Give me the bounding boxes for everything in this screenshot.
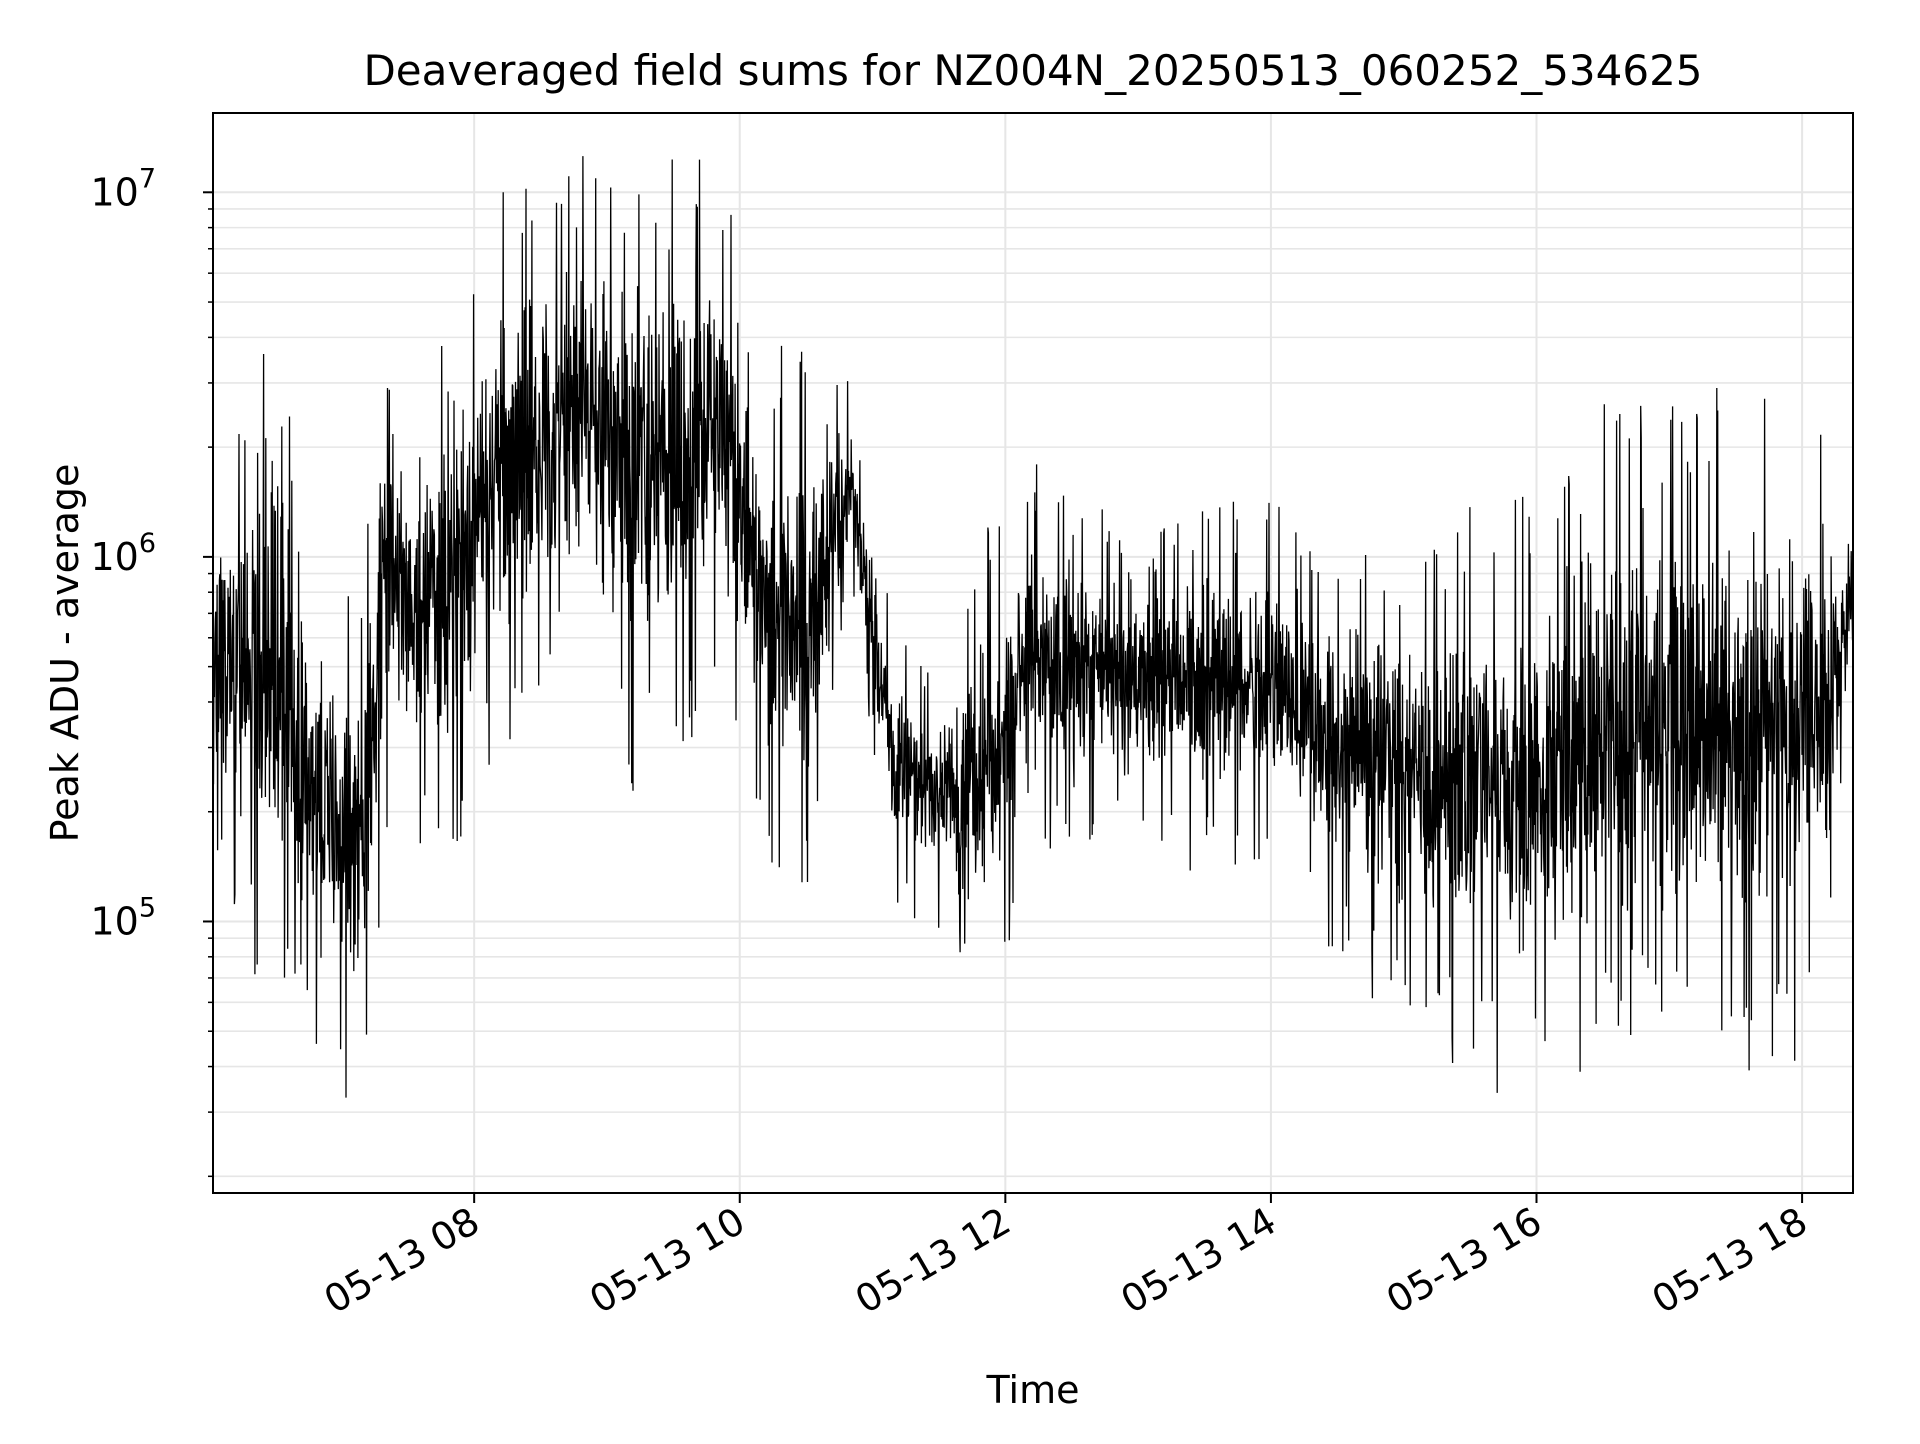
y-tick-exponent: 5 <box>139 892 156 923</box>
y-tick-label: 106 <box>90 528 156 579</box>
x-axis-label: Time <box>986 1368 1080 1412</box>
series-layer <box>212 156 1854 1098</box>
y-tick-exponent: 6 <box>139 528 156 559</box>
y-tick-base: 10 <box>90 535 138 579</box>
y-tick-label: 107 <box>90 163 156 214</box>
y-axis-label: Peak ADU - average <box>43 464 87 843</box>
y-tick-label: 105 <box>90 892 156 943</box>
y-tick-base: 10 <box>90 170 138 214</box>
chart-title: Deaveraged field sums for NZ004N_2025051… <box>363 46 1702 95</box>
axes-frame <box>212 112 1854 1194</box>
y-tick-base: 10 <box>90 899 138 943</box>
series-line <box>212 156 1854 1098</box>
y-tick-exponent: 7 <box>139 163 156 194</box>
